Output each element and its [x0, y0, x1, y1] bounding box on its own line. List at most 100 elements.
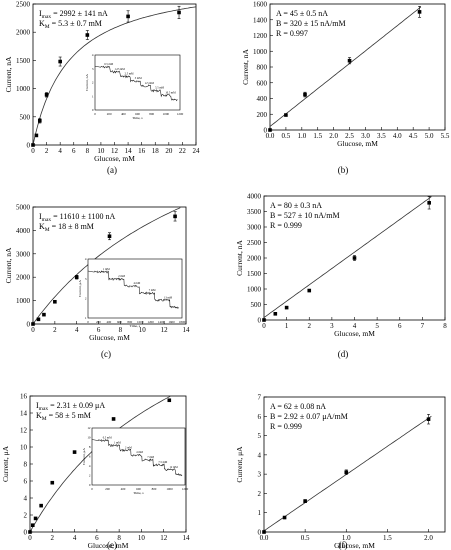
x-tick-label: 4 [353, 322, 357, 330]
inset-step-label: 2 mM [118, 275, 125, 278]
inset-x-tick-label: 200 [96, 320, 101, 324]
inset-x-tick-label: 1000 [166, 487, 173, 491]
x-tick-label: 3.5 [377, 132, 386, 140]
annotation-rest: = 58 ± 5 mM [47, 411, 91, 420]
x-tick-label: 2 [308, 322, 312, 330]
data-point [39, 503, 43, 508]
x-tick-label: 16 [138, 147, 146, 155]
x-tick-label: 6 [97, 326, 101, 334]
annotation-text: KM = 5.3 ± 0.7 mM [39, 19, 102, 30]
x-tick-label: 2.5 [345, 132, 354, 140]
y-tick-label: 0 [264, 127, 268, 135]
chart-panel-e: 0 2 4 6 8 10 12 14 0 2 4 6 8 10 12 14 16 Glucose, mM Curre… [1, 393, 190, 550]
y-axis-label: Current, nA [4, 56, 13, 92]
inset-step-label: 4.5 mM [145, 82, 154, 85]
x-tick-label: 12 [161, 326, 169, 334]
inset-y-tick-label: 8 [89, 445, 91, 449]
inset-frame [87, 258, 183, 319]
x-tick-label: 0 [28, 534, 32, 542]
data-point [107, 234, 112, 239]
x-tick-label: 8 [86, 147, 90, 155]
x-tick-label: 0 [31, 147, 35, 155]
annotation-text: Imax = 11610 ± 1100 nA [39, 212, 115, 223]
inset-x-tick-label: 400 [121, 487, 126, 491]
data-point [262, 530, 266, 534]
inset-frame [91, 427, 186, 486]
y-tick-label: 16 [20, 393, 28, 401]
inset-step-label: 5.5 mM [155, 87, 164, 90]
inset-step-label: 10.5 mM [165, 91, 176, 94]
x-tick-label: 20 [165, 147, 173, 155]
y-tick-label: 14 [20, 410, 28, 418]
inset-step-label: 7 mM [147, 456, 154, 459]
x-tick-label: 2 [45, 147, 49, 155]
inset-step-label: 7 mM [149, 289, 156, 292]
annotation-main: I [39, 9, 42, 18]
y-tick-label: 1400 [253, 16, 268, 24]
data-point [126, 14, 130, 19]
x-tick-label: 5.5 [441, 132, 450, 140]
data-point [303, 92, 307, 97]
x-tick-label: 6 [398, 322, 402, 330]
y-tick-label: 2500 [16, 1, 31, 9]
inset-y-tick-label: 12 [87, 426, 91, 430]
y-tick-label: 600 [257, 79, 268, 87]
x-tick-label: 2.0 [424, 534, 433, 542]
y-tick-label: 7 [258, 394, 262, 402]
fit-curve [263, 196, 432, 318]
inset-x-axis-label: Time, s [130, 324, 141, 329]
inset-trace [94, 65, 178, 102]
inset-x-tick-label: 800 [152, 487, 157, 491]
x-tick-label: 14 [183, 534, 191, 542]
annotation-subscript: M [42, 416, 47, 422]
x-tick-label: 2 [53, 326, 57, 334]
x-tick-label: 8 [119, 326, 123, 334]
y-tick-label: 5 [258, 432, 262, 440]
y-tick-label: 2000 [16, 29, 31, 37]
y-tick-label: 1500 [247, 270, 262, 278]
x-tick-label: 14 [183, 326, 191, 334]
annotation-main: K [36, 411, 42, 420]
x-tick-label: 8 [443, 322, 447, 330]
y-tick-label: 3000 [16, 250, 31, 258]
data-point [262, 318, 266, 322]
y-tick-label: 1000 [253, 48, 268, 56]
inset-x-tick-label: 1200 [147, 320, 154, 324]
inset-x-tick-label: 1200 [182, 487, 189, 491]
x-tick-label: 2.0 [329, 132, 338, 140]
data-point [28, 530, 32, 534]
y-tick-label: 10 [20, 444, 28, 452]
inset-x-tick-label: 1800 [179, 320, 186, 324]
data-point [417, 10, 422, 14]
plot-frame [263, 396, 446, 533]
inset-x-tick-label: 800 [149, 112, 154, 116]
inset-step-label: 7.5 mM [158, 461, 167, 464]
x-tick-label: 4 [58, 147, 62, 155]
data-point [173, 214, 177, 219]
inset-trace [91, 438, 183, 477]
annotation-text: Imax = 2.31 ± 0.09 μA [36, 401, 105, 412]
x-tick-label: 0.0 [260, 534, 269, 542]
y-tick-label: 4000 [247, 193, 262, 201]
y-tick-label: 12 [20, 427, 28, 435]
y-tick-label: 3500 [247, 208, 262, 216]
inset-x-tick-label: 0 [91, 487, 93, 491]
x-tick-label: 4.0 [393, 132, 402, 140]
panel-label: (d) [338, 349, 349, 359]
y-axis-label: Current, nA [241, 49, 250, 85]
plot-frame [32, 206, 187, 325]
panel-label: (c) [101, 349, 111, 359]
y-axis-label: Current, μA [1, 445, 10, 482]
x-tick-label: 5.0 [425, 132, 434, 140]
y-tick-label: 6 [258, 413, 262, 421]
annotation-main: K [39, 222, 45, 231]
y-tick-label: 1000 [16, 85, 31, 93]
y-axis-label: Current, nA [235, 240, 244, 276]
y-axis-label: Current, μA [235, 446, 244, 483]
x-tick-label: 10 [139, 326, 147, 334]
annotation-text: R = 0.999 [270, 422, 302, 431]
data-point [282, 515, 287, 520]
x-axis-label: Glucose, mM [89, 333, 130, 342]
data-point [72, 450, 77, 454]
data-point [53, 299, 57, 304]
